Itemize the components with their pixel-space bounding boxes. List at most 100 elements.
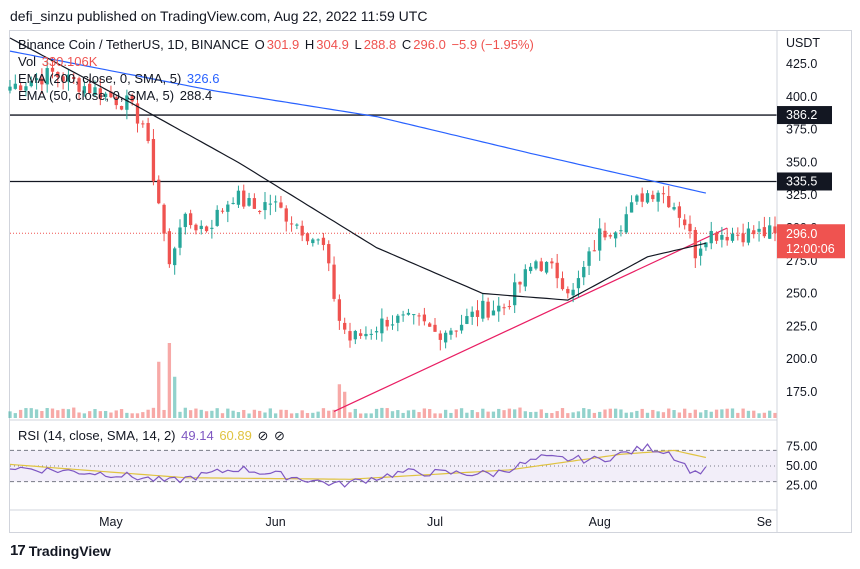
volume-bar	[491, 411, 496, 418]
rsi-value: 49.14	[181, 428, 214, 443]
volume-bar	[130, 413, 134, 418]
candle-body	[412, 314, 416, 316]
volume-bar	[231, 410, 235, 418]
candle-body	[56, 72, 60, 78]
candle-body	[688, 223, 692, 232]
price-tick-label: 250.0	[786, 287, 817, 301]
candle-body	[183, 213, 187, 228]
volume-bar	[640, 408, 644, 418]
volume-bar	[518, 407, 522, 418]
volume-bar	[757, 413, 761, 418]
volume-bar	[709, 411, 713, 418]
candle-body	[598, 228, 602, 251]
candle-body	[677, 206, 682, 218]
candle-body	[486, 301, 490, 318]
volume-bar	[454, 409, 458, 418]
volume-bar	[252, 409, 257, 418]
change-value: −5.9 (−1.95%)	[451, 37, 534, 52]
legend-row-ema50[interactable]: EMA (50, close, 0, SMA, 5) 288.4	[18, 88, 214, 103]
volume-bar	[555, 411, 559, 418]
volume-bar	[443, 409, 448, 418]
volume-bar	[688, 412, 692, 418]
volume-bar	[412, 409, 416, 418]
volume-bar	[507, 408, 512, 418]
candle-body	[645, 193, 650, 203]
volume-bar	[720, 409, 724, 418]
tradingview-brand: TradingView	[28, 542, 111, 559]
candle-body	[173, 248, 177, 266]
volume-bar	[151, 407, 156, 418]
candle-body	[698, 248, 703, 256]
candle-body	[258, 210, 262, 212]
candle-body	[247, 198, 251, 206]
eye-slash-icon[interactable]: ⊘	[257, 428, 269, 443]
open-value: 301.9	[266, 37, 300, 52]
price-tick-label: 425.0	[786, 57, 817, 71]
candle-body	[550, 261, 554, 264]
volume-bar	[8, 411, 12, 418]
eye-slash-icon[interactable]: ⊘	[274, 428, 285, 443]
last-price-tag-bg	[777, 224, 845, 259]
legend-row-volume[interactable]: Vol 330.106K	[18, 54, 99, 69]
volume-bar	[651, 409, 655, 418]
candle-body	[109, 91, 113, 98]
candle-body	[242, 190, 246, 207]
volume-bar	[550, 413, 554, 418]
candle-body	[582, 266, 586, 278]
resistance-low-tag-bg	[777, 172, 832, 191]
symbol-label[interactable]: Binance Coin / TetherUS, 1D, BINANCE	[18, 37, 249, 52]
volume-bar	[332, 409, 336, 418]
legend-row-rsi[interactable]: RSI (14, close, SMA, 14, 2) 49.14 60.89 …	[18, 428, 287, 444]
volume-bar	[236, 412, 241, 418]
candle-body	[380, 318, 384, 334]
volume-bar	[534, 411, 538, 418]
volume-bar	[34, 409, 39, 418]
candle-body	[443, 332, 448, 343]
candle-body	[603, 230, 607, 238]
legend-row-ema200[interactable]: EMA (200, close, 0, SMA, 5) 326.6	[18, 71, 221, 86]
volume-bar	[571, 412, 575, 418]
volume-bar	[82, 413, 87, 418]
candle-body	[61, 76, 65, 82]
volume-bar	[50, 408, 55, 418]
rsi-line	[9, 443, 707, 488]
volume-bar	[284, 409, 288, 418]
candle-body	[273, 201, 278, 203]
candle-body	[88, 83, 92, 94]
volume-bar	[29, 408, 33, 418]
volume-label: Vol	[18, 54, 37, 69]
volume-bar	[157, 361, 161, 418]
volume-bar	[109, 412, 113, 418]
volume-bar	[273, 413, 278, 418]
volume-bar	[656, 411, 660, 418]
candle-body	[587, 251, 591, 266]
candle-body	[449, 330, 453, 335]
volume-bar	[204, 411, 209, 418]
candle-body	[295, 224, 299, 226]
candle-body	[656, 192, 660, 202]
volume-bar	[353, 408, 357, 418]
resistance-high-tag-bg	[777, 106, 832, 125]
candle-body	[502, 307, 506, 309]
price-tick-label: 400.0	[786, 90, 817, 104]
candle-body	[284, 208, 288, 222]
candle-body	[178, 227, 182, 248]
candle-body	[369, 333, 373, 335]
month-tick-label: Aug	[589, 515, 611, 529]
volume-bar	[598, 411, 602, 418]
volume-bar	[178, 411, 182, 418]
legend-row-ohlc: Binance Coin / TetherUS, 1D, BINANCE O 30…	[18, 37, 536, 52]
candle-body	[523, 269, 527, 287]
ema50-value: 288.4	[179, 88, 213, 103]
volume-bar	[348, 412, 352, 418]
month-tick-label: Jul	[427, 515, 443, 529]
candle-body	[459, 324, 464, 331]
volume-bar	[502, 410, 506, 418]
candle-body	[204, 226, 209, 232]
volume-bar	[714, 409, 719, 418]
candle-body	[629, 202, 634, 213]
price-tick-label: 200.0	[786, 352, 817, 366]
volume-bar	[364, 413, 368, 418]
volume-bar	[459, 408, 464, 418]
